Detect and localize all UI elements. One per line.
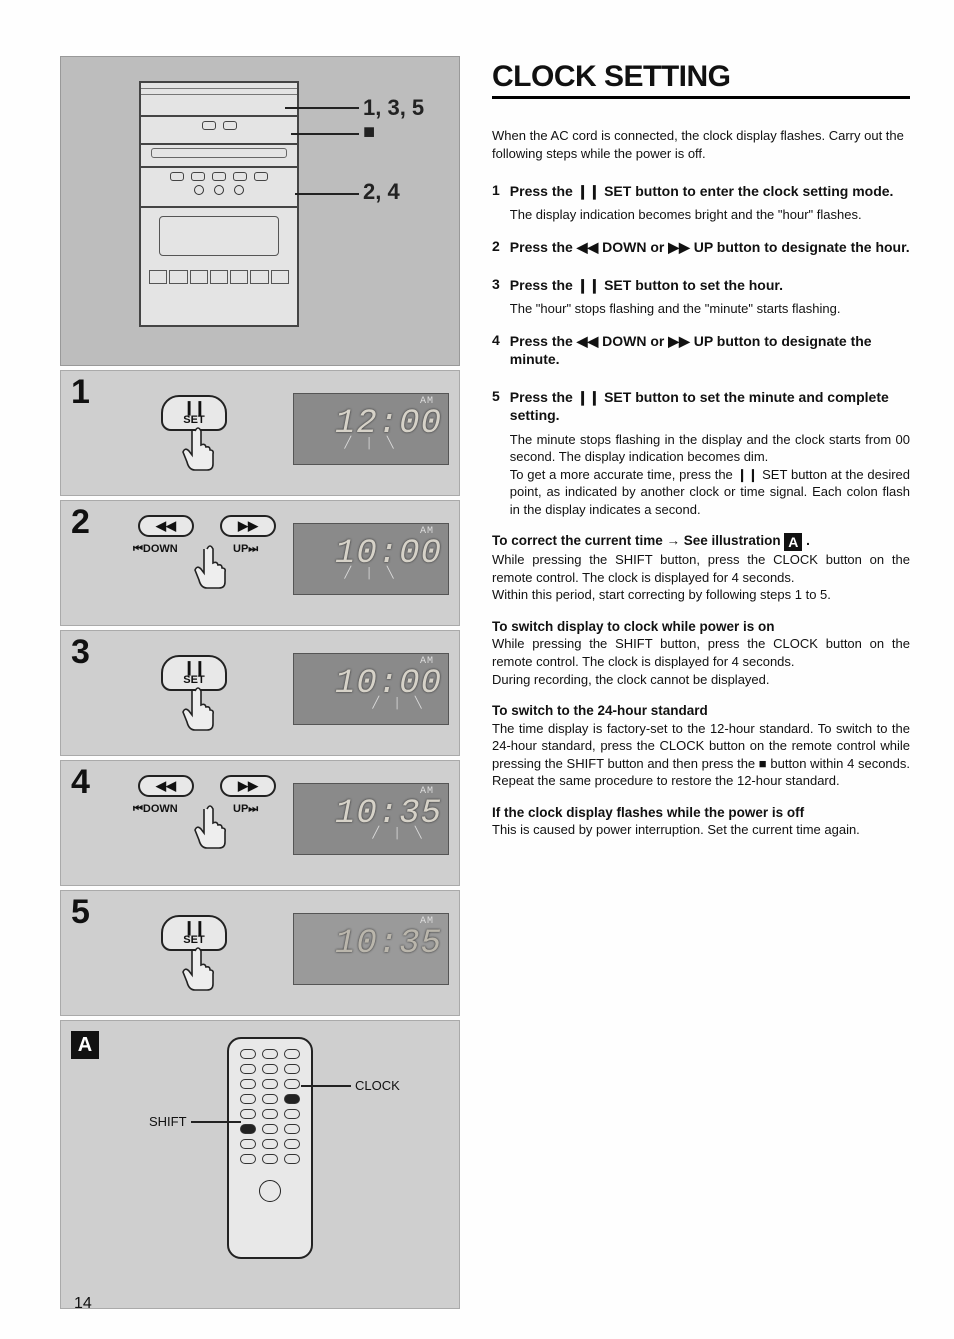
step-heading: Press the ◀◀ DOWN or ▶▶ UP button to des… — [510, 332, 910, 368]
diagram-step-number: 2 — [71, 503, 90, 542]
hand-icon — [181, 687, 215, 731]
step-number: 3 — [492, 276, 500, 318]
hand-icon — [181, 427, 215, 471]
diagram-step-number: 4 — [71, 763, 90, 802]
note-heading: If the clock display flashes while the p… — [492, 804, 910, 822]
step-item: 4 Press the ◀◀ DOWN or ▶▶ UP button to de… — [492, 332, 910, 374]
step-description: The display indication becomes bright an… — [510, 206, 910, 224]
note-block: To correct the current time → See illust… — [492, 532, 910, 604]
note-body: While pressing the SHIFT button, press t… — [492, 635, 910, 688]
note-block: To switch display to clock while power i… — [492, 618, 910, 688]
lcd-display: AM 12:00 ╱ │ ╲ — [293, 393, 449, 465]
step-description: The minute stops flashing in the display… — [510, 431, 910, 519]
note-block: To switch to the 24-hour standardThe tim… — [492, 702, 910, 790]
note-body: This is caused by power interruption. Se… — [492, 821, 910, 839]
lcd-display: AM 10:35 ╱ │ ╲ — [293, 783, 449, 855]
note-body: While pressing the SHIFT button, press t… — [492, 551, 910, 604]
diagram-step-number: 5 — [71, 893, 90, 932]
hand-icon — [181, 947, 215, 991]
step-item: 3 Press the ❙❙ SET button to set the hour… — [492, 276, 910, 318]
step-item: 2 Press the ◀◀ DOWN or ▶▶ UP button to de… — [492, 238, 910, 262]
hand-icon — [193, 545, 227, 589]
overview-diagram: 1, 3, 5 ■ 2, 4 — [60, 56, 460, 366]
note-heading: To correct the current time → See illust… — [492, 532, 910, 551]
page-number: 14 — [74, 1295, 92, 1313]
step-number: 5 — [492, 388, 500, 518]
lcd-display: AM 10:00 ╱ │ ╲ — [293, 523, 449, 595]
step-heading: Press the ❙❙ SET button to set the hour. — [510, 276, 910, 294]
down-up-buttons: ◀◀ ▶▶ — [127, 515, 287, 545]
step-number: 1 — [492, 182, 500, 224]
step-heading: Press the ❙❙ SET button to set the minut… — [510, 388, 910, 424]
stereo-illustration — [139, 81, 299, 327]
lcd-display: AM 10:00 ╱ │ ╲ — [293, 653, 449, 725]
hand-icon — [193, 805, 227, 849]
lcd-display: AM 10:35 — [293, 913, 449, 985]
set-button-illustration: ❙❙ SET — [161, 395, 227, 431]
step-item: 5 Press the ❙❙ SET button to set the minu… — [492, 388, 910, 518]
intro-text: When the AC cord is connected, the clock… — [492, 127, 910, 162]
set-button-illustration: ❙❙ SET — [161, 915, 227, 951]
page-title: CLOCK SETTING — [492, 60, 910, 99]
step-item: 1 Press the ❙❙ SET button to enter the cl… — [492, 182, 910, 224]
overview-callout-stop: ■ — [363, 121, 375, 144]
diagram-column: 1, 3, 5 ■ 2, 4 1 ❙❙ SET AM 12:00 ╱ │ ╲ — [60, 56, 460, 1309]
illustration-badge-a: A — [71, 1031, 99, 1059]
note-heading: To switch to the 24-hour standard — [492, 702, 910, 720]
step-number: 2 — [492, 238, 500, 262]
diagram-step-5: 5 ❙❙ SET AM 10:35 — [60, 890, 460, 1016]
note-heading: To switch display to clock while power i… — [492, 618, 910, 636]
overview-callout-24: 2, 4 — [363, 179, 400, 205]
diagram-step-3: 3 ❙❙ SET AM 10:00 ╱ │ ╲ — [60, 630, 460, 756]
remote-illustration — [227, 1037, 313, 1259]
diagram-step-2: 2 ◀◀ ▶▶ ⏮DOWN UP⏭ AM 10:00 ╱ │ ╲ — [60, 500, 460, 626]
step-number: 4 — [492, 332, 500, 374]
overview-callout-135: 1, 3, 5 — [363, 95, 424, 121]
set-button-illustration: ❙❙ SET — [161, 655, 227, 691]
step-heading: Press the ❙❙ SET button to enter the clo… — [510, 182, 910, 200]
remote-callout-shift: SHIFT — [149, 1114, 187, 1129]
step-description: The "hour" stops flashing and the "minut… — [510, 300, 910, 318]
remote-callout-clock: CLOCK — [355, 1078, 400, 1093]
step-heading: Press the ◀◀ DOWN or ▶▶ UP button to des… — [510, 238, 910, 256]
note-body: The time display is factory-set to the 1… — [492, 720, 910, 790]
diagram-step-4: 4 ◀◀ ▶▶ ⏮DOWN UP⏭ AM 10:35 ╱ │ ╲ — [60, 760, 460, 886]
diagram-step-number: 3 — [71, 633, 90, 672]
down-up-buttons: ◀◀ ▶▶ — [127, 775, 287, 805]
steps-list: 1 Press the ❙❙ SET button to enter the cl… — [492, 182, 910, 518]
diagram-remote: A CLOCK SHIFT — [60, 1020, 460, 1309]
text-column: CLOCK SETTING When the AC cord is connec… — [492, 56, 910, 1309]
diagram-step-1: 1 ❙❙ SET AM 12:00 ╱ │ ╲ — [60, 370, 460, 496]
diagram-step-number: 1 — [71, 373, 90, 412]
note-block: If the clock display flashes while the p… — [492, 804, 910, 839]
